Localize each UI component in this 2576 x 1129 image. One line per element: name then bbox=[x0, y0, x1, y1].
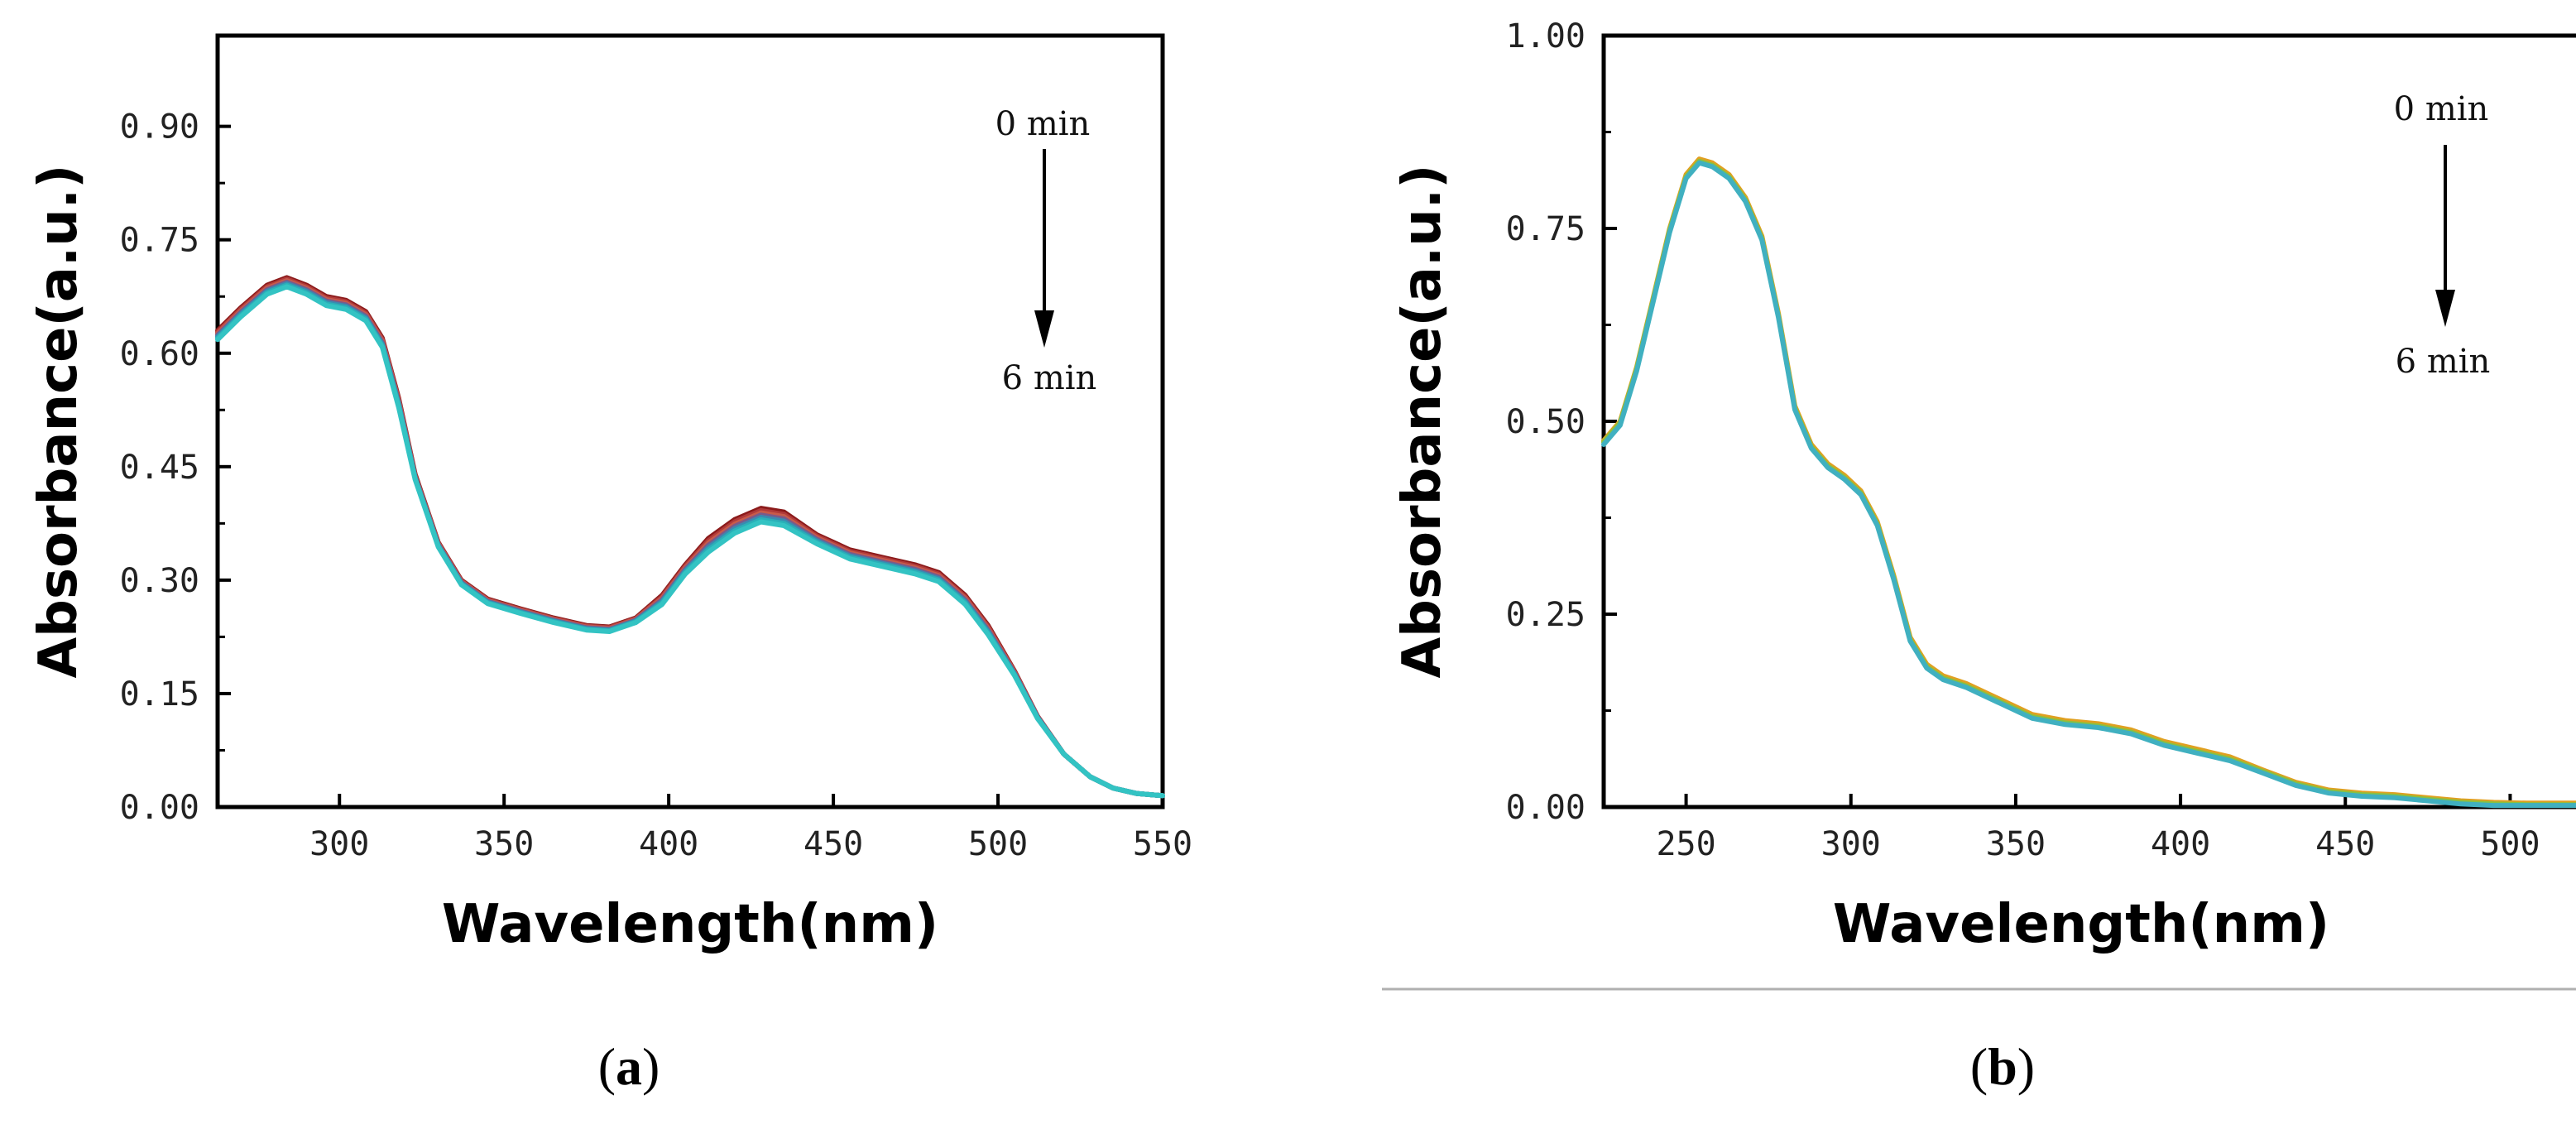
caption-letter-a: a bbox=[616, 1037, 642, 1096]
annotation-start-a: 0 min bbox=[995, 105, 1091, 143]
annotation-start-b: 0 min bbox=[2394, 90, 2489, 128]
time-arrow-head-a bbox=[1034, 310, 1054, 348]
series-line-b-0 bbox=[1601, 156, 2576, 806]
x-tick-label-a-400: 400 bbox=[639, 825, 698, 863]
x-axis-title-b: Wavelength(nm) bbox=[1833, 894, 2329, 955]
x-tick-label-b-300: 300 bbox=[1821, 825, 1881, 863]
x-tick-label-b-450: 450 bbox=[2315, 825, 2375, 863]
series-group-a bbox=[215, 275, 1165, 799]
y-tick-label-a-4: 0.60 bbox=[120, 335, 199, 373]
x-tick-label-a-350: 350 bbox=[474, 825, 534, 863]
series-line-b-1 bbox=[1601, 158, 2576, 808]
y-tick-label-b-1: 0.25 bbox=[1506, 596, 1585, 634]
plot-frame-b bbox=[1601, 33, 2576, 810]
y-tick-label-b-2: 0.50 bbox=[1506, 403, 1585, 441]
y-tick-label-a-1: 0.15 bbox=[120, 675, 199, 713]
panel-b: 250 300 350 400 450 500 0.00 0.25 0.50 0.75 1.00 W… bbox=[1392, 17, 2576, 1096]
x-tick-label-b-250: 250 bbox=[1656, 825, 1715, 863]
plot-frame-a bbox=[215, 33, 1165, 810]
y-tick-label-a-3: 0.45 bbox=[120, 449, 199, 487]
series-line-a-2 bbox=[215, 278, 1165, 799]
x-tick-label-a-300: 300 bbox=[309, 825, 369, 863]
annotation-end-a: 6 min bbox=[1002, 359, 1097, 397]
caption-letter-b: b bbox=[1988, 1037, 2017, 1096]
x-tick-label-b-350: 350 bbox=[1986, 825, 2046, 863]
time-arrow-head-b bbox=[2435, 290, 2455, 327]
y-tick-label-b-0: 0.00 bbox=[1506, 789, 1585, 827]
series-line-a-1 bbox=[215, 276, 1165, 799]
y-tick-label-a-5: 0.75 bbox=[120, 222, 199, 260]
x-axis-title-a: Wavelength(nm) bbox=[442, 894, 938, 955]
x-tick-label-a-550: 550 bbox=[1133, 825, 1192, 863]
series-line-a-0 bbox=[215, 275, 1165, 799]
y-tick-label-a-6: 0.90 bbox=[120, 108, 199, 147]
y-axis-title-a: Absorbance(a.u.) bbox=[28, 165, 89, 679]
caption-a: (a) bbox=[598, 1037, 660, 1096]
x-tick-label-b-400: 400 bbox=[2151, 825, 2210, 863]
x-tick-label-a-450: 450 bbox=[804, 825, 863, 863]
series-line-b-2 bbox=[1601, 160, 2576, 809]
x-tick-label-b-500: 500 bbox=[2480, 825, 2540, 863]
series-line-a-6 bbox=[215, 284, 1165, 799]
y-tick-label-a-2: 0.30 bbox=[120, 562, 199, 600]
y-tick-label-b-3: 0.75 bbox=[1506, 210, 1585, 248]
axes-a: 300 350 400 450 500 550 0.00 0.15 0.30 0.45 0.60 0.… bbox=[120, 108, 1192, 863]
y-axis-title-b: Absorbance(a.u.) bbox=[1392, 165, 1453, 679]
annotation-end-b: 6 min bbox=[2396, 343, 2491, 381]
y-tick-label-a-0: 0.00 bbox=[120, 789, 199, 827]
axes-b: 250 300 350 400 450 500 0.00 0.25 0.50 0.75 1.00 bbox=[1506, 17, 2540, 863]
x-tick-label-a-500: 500 bbox=[968, 825, 1028, 863]
y-tick-label-b-4: 1.00 bbox=[1506, 17, 1585, 55]
caption-b: (b) bbox=[1970, 1037, 2035, 1096]
series-group-b bbox=[1601, 156, 2576, 809]
panel-a: 300 350 400 450 500 550 0.00 0.15 0.30 0.45 0.60 0.… bbox=[28, 33, 1192, 1096]
